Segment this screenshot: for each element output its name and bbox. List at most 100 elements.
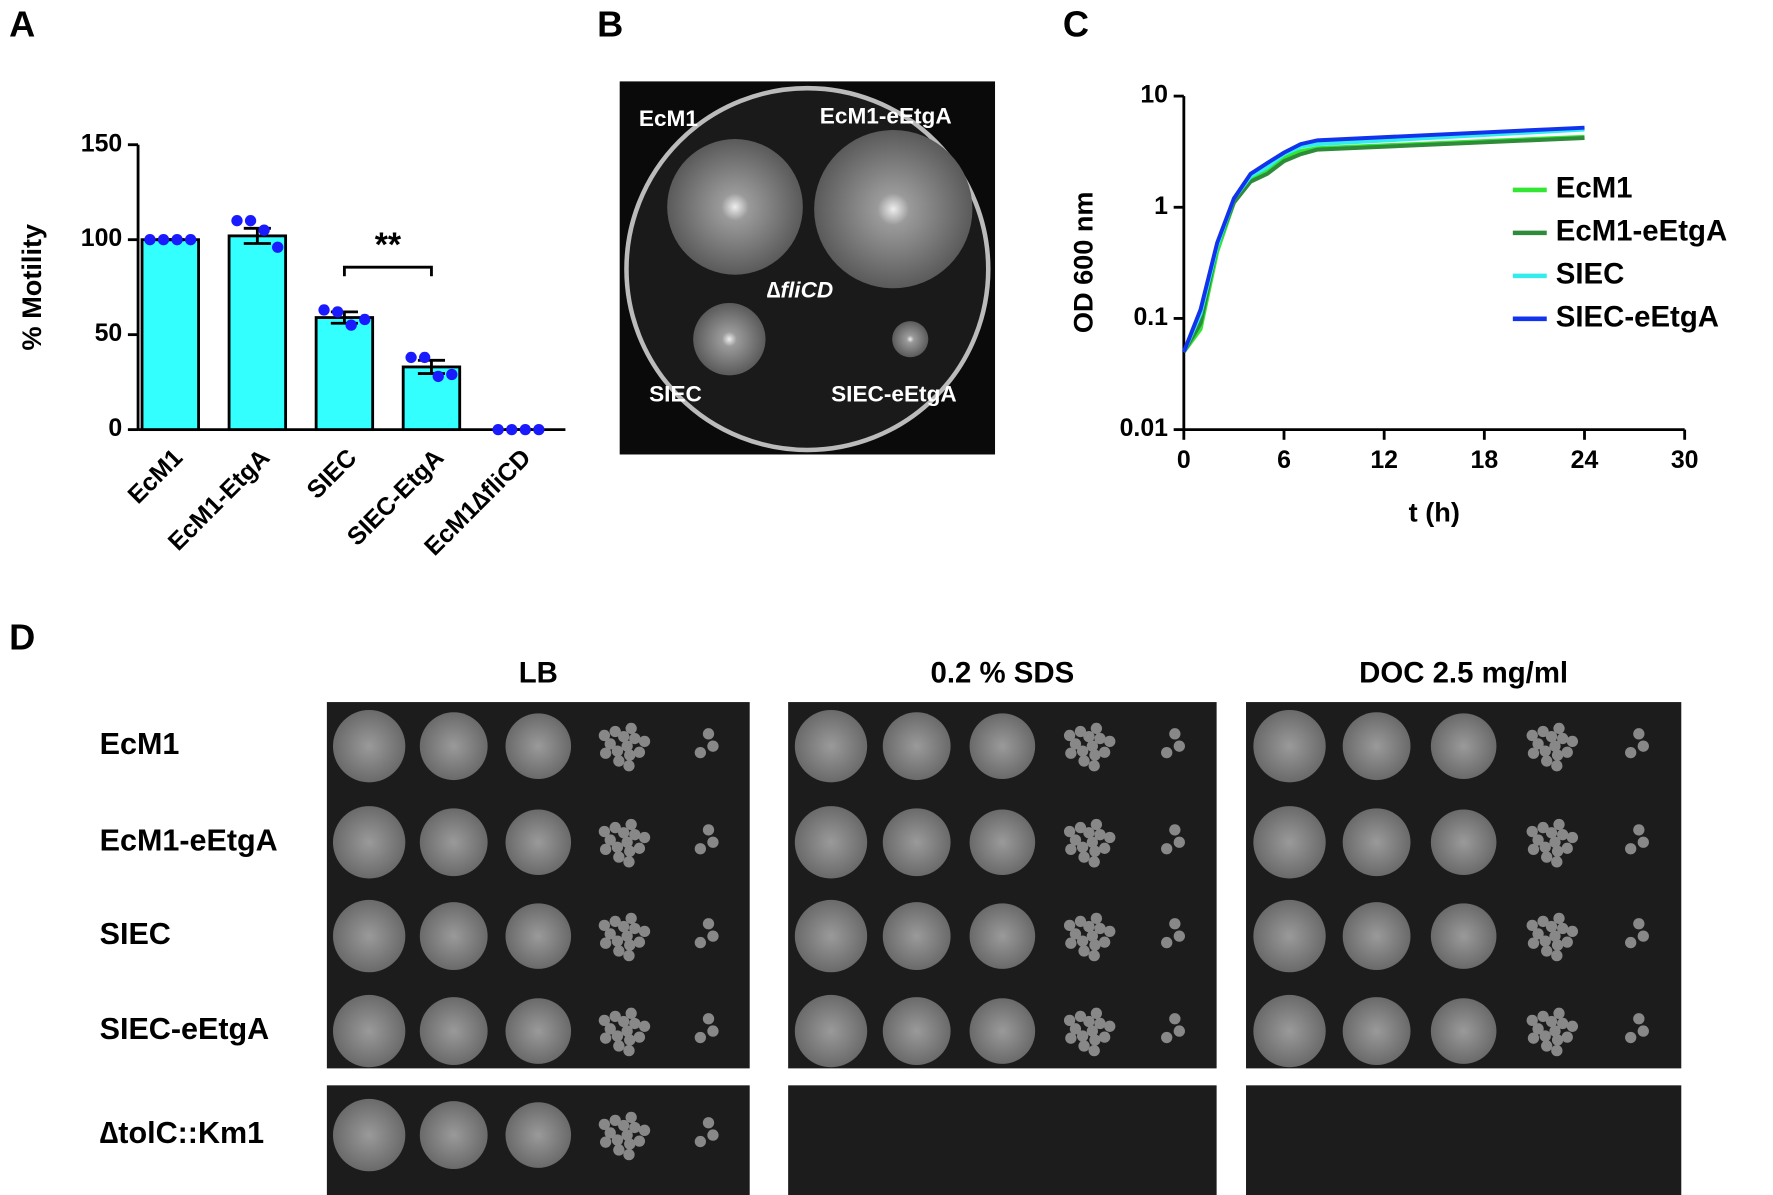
- colony: [598, 729, 611, 742]
- data-point: [258, 224, 270, 236]
- colony: [702, 1117, 715, 1129]
- colony: [702, 728, 715, 740]
- spot: [332, 709, 406, 783]
- spot: [969, 809, 1036, 876]
- colony: [707, 1129, 719, 1141]
- colony: [624, 749, 636, 761]
- panel-label: B: [597, 4, 623, 45]
- x-tick-label: 18: [1471, 446, 1499, 474]
- colony: [1074, 915, 1087, 928]
- colony: [1553, 1007, 1565, 1019]
- colony: [625, 1111, 637, 1124]
- colony: [1083, 1015, 1095, 1028]
- significance-annotation: **: [375, 226, 402, 264]
- colony: [1637, 740, 1649, 752]
- colony: [1078, 1040, 1090, 1052]
- significance-bracket: [342, 265, 433, 277]
- series-line: [1181, 125, 1585, 353]
- colony: [598, 1118, 611, 1131]
- colony: [1078, 755, 1090, 767]
- colony: [638, 1124, 651, 1136]
- panel-label: A: [9, 4, 35, 45]
- colony: [623, 760, 635, 772]
- colony: [1557, 1017, 1569, 1030]
- spot: [1342, 808, 1411, 877]
- colony: [1098, 936, 1111, 948]
- colony: [1089, 1034, 1101, 1046]
- colony: [1539, 841, 1551, 853]
- row-label: SIEC-eEtgA: [100, 1012, 270, 1046]
- colony: [633, 936, 646, 948]
- y-tick-label: 100: [81, 224, 122, 252]
- data-point: [506, 423, 518, 436]
- colony: [611, 745, 624, 757]
- y-tick-label: 0: [108, 414, 122, 442]
- colony: [1090, 722, 1103, 735]
- bar: [227, 234, 288, 432]
- colony: [638, 925, 651, 937]
- colony: [1169, 728, 1181, 740]
- column-header: LB: [519, 657, 558, 690]
- spot: [1253, 994, 1326, 1068]
- colony: [1076, 745, 1089, 757]
- colony: [604, 834, 616, 846]
- data-point: [231, 215, 243, 227]
- colony: [621, 1129, 633, 1141]
- colony: [694, 843, 706, 855]
- colony: [1088, 1044, 1100, 1057]
- colony: [1551, 760, 1563, 772]
- spot: [419, 997, 488, 1065]
- colony: [599, 1032, 612, 1044]
- colony: [1545, 1015, 1558, 1028]
- y-tick-label: 50: [95, 319, 123, 347]
- spot: [794, 806, 868, 879]
- colony: [625, 912, 637, 925]
- colony: [1566, 735, 1579, 748]
- colony: [621, 836, 633, 848]
- colony: [1063, 1014, 1076, 1027]
- colony: [1083, 730, 1095, 743]
- colony: [1551, 1044, 1563, 1057]
- colony: [629, 1121, 641, 1134]
- colony: [1541, 945, 1553, 957]
- colony: [1553, 912, 1565, 925]
- spot: [505, 809, 572, 876]
- colony: [1537, 725, 1549, 738]
- colony: [1074, 1010, 1087, 1023]
- colony: [598, 919, 611, 932]
- x-tick-label: 30: [1671, 446, 1699, 474]
- colony: [629, 829, 641, 841]
- colony: [1526, 1014, 1538, 1027]
- colony: [1545, 730, 1558, 743]
- row-label: EcM1-eEtgA: [100, 823, 278, 857]
- colony: [1551, 950, 1563, 962]
- colony: [621, 930, 633, 942]
- colony: [599, 1136, 612, 1148]
- colony: [1526, 729, 1538, 742]
- colony: [621, 740, 633, 752]
- colony: [1065, 843, 1077, 856]
- colony: [702, 918, 715, 930]
- spot: [1342, 902, 1411, 971]
- colony: [1090, 912, 1103, 925]
- colony: [1527, 843, 1540, 856]
- colony: [624, 939, 636, 951]
- legend-label: SIEC: [1556, 258, 1625, 291]
- colony: [1065, 937, 1077, 949]
- spot-assay: LB 0.2 % SDS DOC 2.5 mg/ml EcM1 EcM1-eEtgA SI…: [100, 657, 1682, 1195]
- colony: [599, 747, 612, 759]
- panel-label: C: [1063, 4, 1089, 45]
- data-point: [519, 423, 531, 436]
- plate-label: SIEC: [649, 382, 702, 407]
- spot: [1342, 712, 1411, 781]
- colony: [604, 1023, 616, 1035]
- colony: [1557, 922, 1569, 935]
- data-point: [244, 215, 257, 227]
- colony: [1089, 939, 1101, 951]
- colony: [604, 1127, 616, 1139]
- legend-label: SIEC-eEtgA: [1556, 301, 1719, 334]
- colony: [1557, 829, 1569, 841]
- x-axis-label: t (h): [1409, 497, 1460, 528]
- spot: [1430, 903, 1497, 969]
- spot: [882, 997, 951, 1065]
